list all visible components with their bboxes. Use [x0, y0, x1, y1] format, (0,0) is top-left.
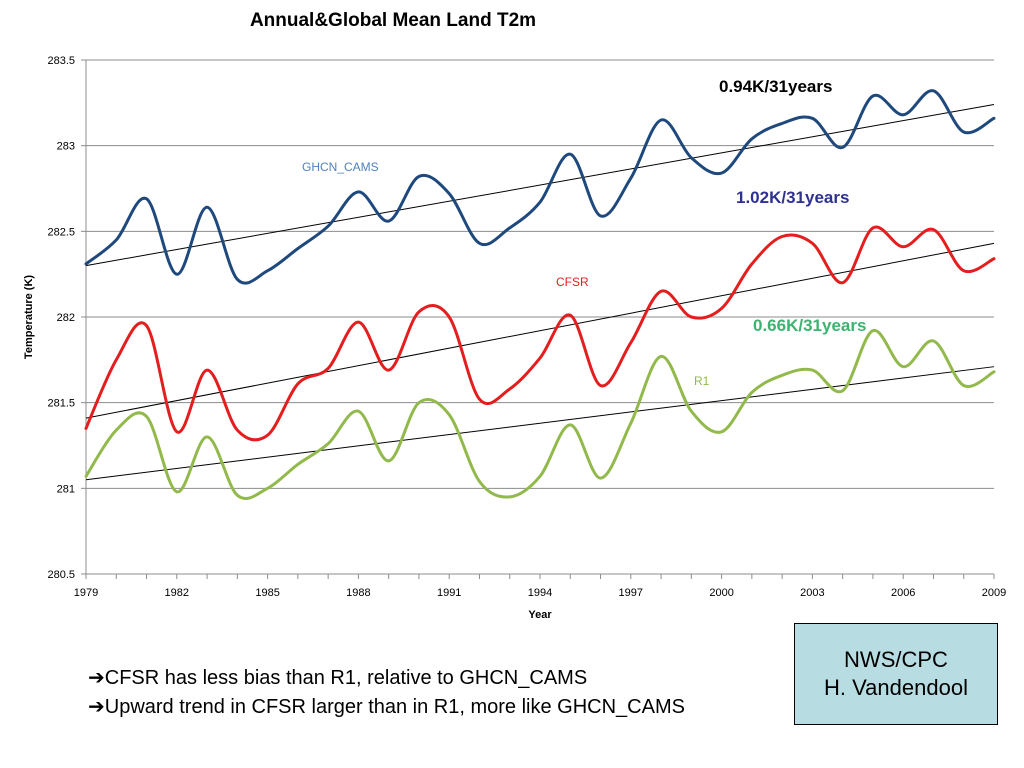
x-tick-label: 1982: [165, 587, 189, 599]
note-1: ➔CFSR has less bias than R1, relative to…: [88, 664, 685, 693]
chart: Annual&Global Mean Land T2m 283.5 283 282.…: [23, 10, 1006, 620]
trend-lines: [85, 104, 995, 481]
credit-box: NWS/CPC H. Vandendool: [794, 623, 998, 725]
y-axis-label: Temperature (K): [23, 275, 35, 359]
note-1-text: CFSR has less bias than R1, relative to …: [104, 667, 588, 689]
trend-line-r1: [85, 366, 995, 481]
series-label-ghcn-cams: GHCN_CAMS: [302, 160, 379, 174]
series-line-r1: [84, 329, 996, 500]
arrow-icon: ➔: [88, 667, 105, 689]
x-tick-label: 2000: [709, 587, 733, 599]
trend-annotation-ghcn-cams: 0.94K/31years: [719, 77, 832, 96]
x-tick-label: 2003: [800, 587, 824, 599]
series-line-ghcn-cams: [84, 89, 996, 285]
credit-author: H. Vandendool: [824, 675, 968, 700]
series-line-cfsr: [84, 225, 996, 442]
y-tick-label: 282: [57, 312, 75, 324]
trend-line-ghcn-cams: [85, 104, 995, 267]
chart-title: Annual&Global Mean Land T2m: [250, 10, 536, 31]
summary-notes: ➔CFSR has less bias than R1, relative to…: [88, 664, 685, 722]
y-tick-label: 281: [57, 483, 75, 495]
y-tick-label: 280.5: [47, 569, 75, 581]
arrow-icon: ➔: [88, 696, 105, 718]
x-tick-label: 1991: [437, 587, 461, 599]
series-label-r1: R1: [694, 374, 710, 388]
y-tick-label: 282.5: [47, 226, 75, 238]
y-tick-label: 283: [57, 141, 75, 153]
x-ticks: 1979 1982 1985 1988 1991 1994 1997 2000 2003 2006…: [74, 574, 1006, 599]
x-axis-label: Year: [528, 609, 552, 620]
credit-org: NWS/CPC: [844, 647, 948, 672]
trend-line-cfsr: [85, 242, 995, 419]
series-lines: [84, 89, 996, 500]
x-tick-label: 1985: [255, 587, 279, 599]
trend-annotation-cfsr: 1.02K/31years: [736, 188, 849, 207]
y-tick-label: 283.5: [47, 55, 75, 67]
x-tick-label: 1988: [346, 587, 370, 599]
x-tick-label: 1997: [619, 587, 643, 599]
x-tick-label: 1994: [528, 587, 552, 599]
y-tick-label: 281.5: [47, 398, 75, 410]
note-2-text: Upward trend in CFSR larger than in R1, …: [104, 696, 685, 718]
y-ticks: 283.5 283 282.5 282 281.5 281 280.5: [47, 55, 86, 581]
x-tick-label: 2009: [982, 587, 1006, 599]
series-label-cfsr: CFSR: [556, 275, 589, 289]
trend-annotation-r1: 0.66K/31years: [753, 316, 866, 335]
x-tick-label: 2006: [891, 587, 915, 599]
x-tick-label: 1979: [74, 587, 98, 599]
note-2: ➔Upward trend in CFSR larger than in R1,…: [88, 693, 685, 722]
